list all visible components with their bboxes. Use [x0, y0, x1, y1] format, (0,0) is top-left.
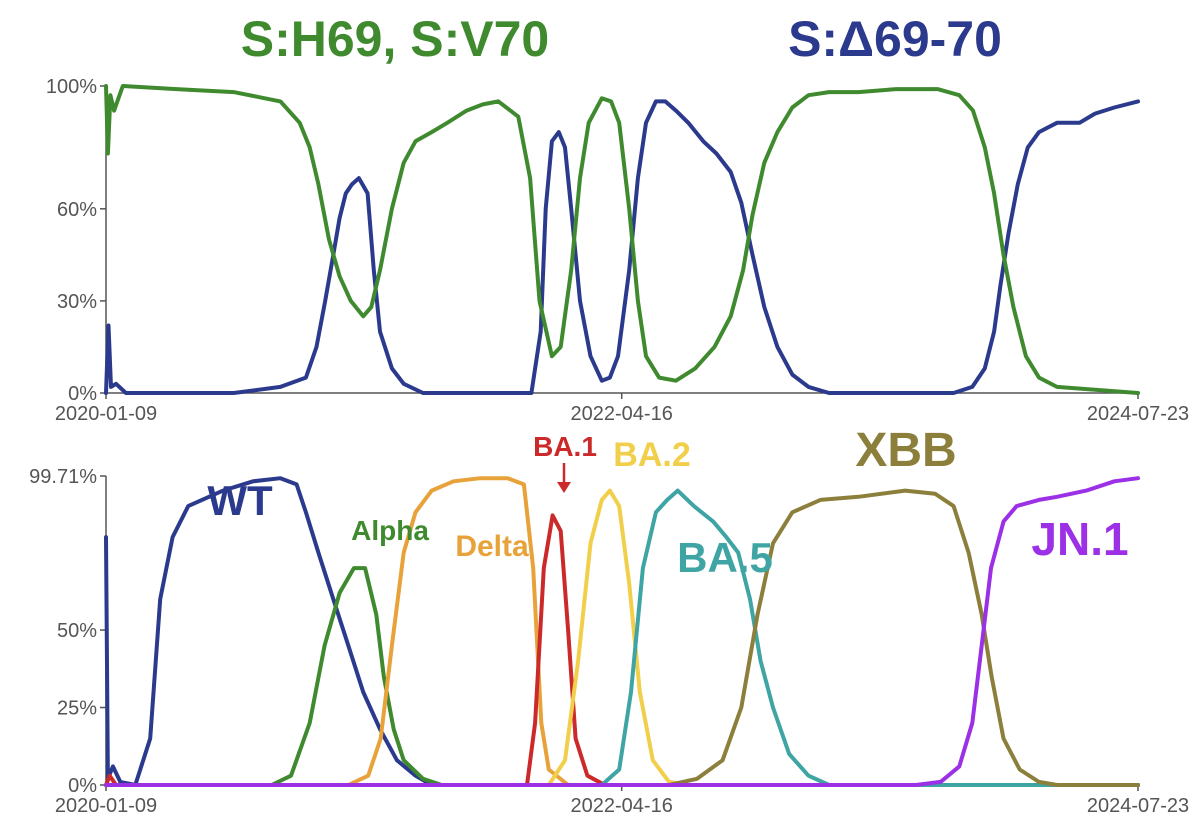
bottom-x-tick-label: 2020-01-09 [55, 795, 157, 817]
label-jn1: JN.1 [1031, 513, 1128, 565]
top-x-tick-label: 2020-01-09 [55, 403, 157, 425]
bottom-series-line-delta [104, 476, 1140, 787]
bottom-series-line-xbb [104, 488, 1140, 787]
top-title-right: S:Δ69-70 [788, 11, 1002, 67]
top-x-tick-label: 2024-07-23 [1087, 403, 1189, 425]
label-alpha: Alpha [351, 515, 429, 546]
top-y-tick-label: 0% [68, 383, 97, 405]
top-chart-panel: 0% 30% 60% 100% 2020-01-09 2022-04-16 2024-07-… [46, 76, 1189, 425]
top-title-left: S:H69, S:V70 [241, 11, 549, 67]
top-series-line-s-h69-s-v70 [104, 84, 1140, 395]
bottom-series-line-jn-1 [104, 476, 1140, 787]
bottom-series-line-alpha [104, 566, 1140, 787]
top-y-tick-label: 100% [46, 76, 97, 98]
bottom-series-line-ba-5 [104, 488, 1140, 787]
top-y-tick-label: 60% [57, 199, 97, 221]
bottom-x-tick-label: 2022-04-16 [571, 795, 673, 817]
ba1-arrow [557, 463, 571, 493]
top-x-tick-label: 2022-04-16 [571, 403, 673, 425]
top-y-tick-label: 30% [57, 291, 97, 313]
bottom-series-line-ba-2 [104, 488, 1140, 787]
bottom-chart-panel: 0% 25% 50% 99.71% 2020-01-09 2022-04-16 2024-0… [29, 466, 1189, 817]
label-wt: WT [207, 477, 273, 524]
bottom-y-tick-label: 25% [57, 698, 97, 720]
label-ba1: BA.1 [533, 431, 597, 462]
label-delta: Delta [455, 530, 529, 563]
bottom-x-tick-label: 2024-07-23 [1087, 795, 1189, 817]
label-ba5: BA.5 [677, 534, 773, 581]
label-xbb: XBB [855, 424, 956, 477]
bottom-y-tick-label: 50% [57, 620, 97, 642]
top-series-line-s-69-70 [104, 99, 1140, 395]
bottom-y-tick-label: 0% [68, 775, 97, 797]
bottom-y-tick-label: 99.71% [29, 466, 97, 488]
label-ba2: BA.2 [613, 436, 690, 474]
